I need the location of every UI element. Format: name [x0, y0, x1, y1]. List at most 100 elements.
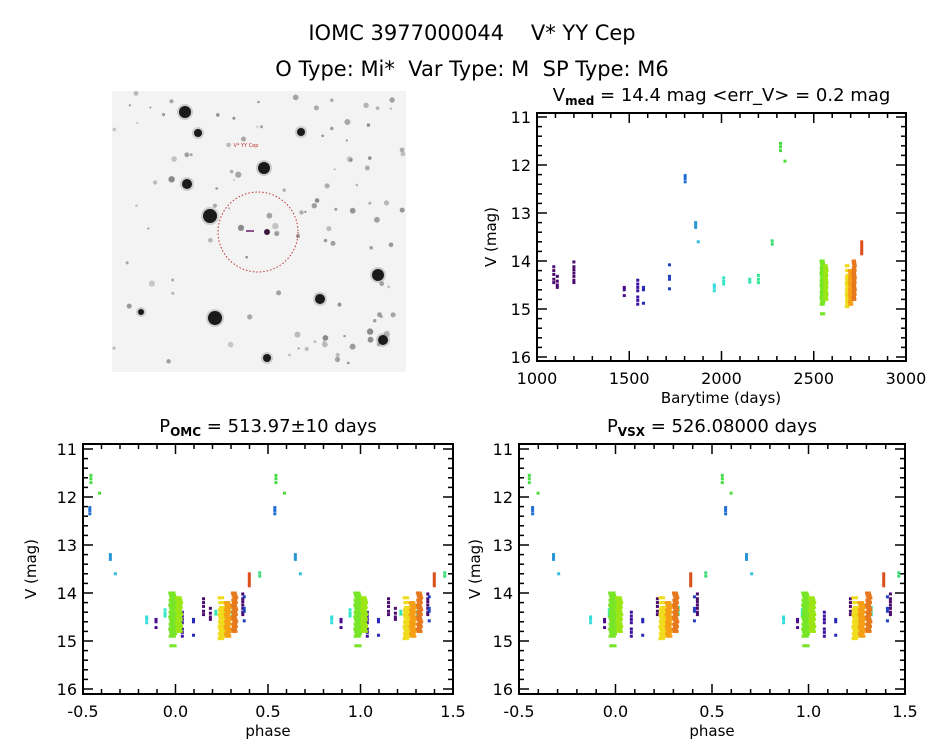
data-point: [170, 591, 174, 595]
data-point: [572, 271, 576, 275]
data-point: [572, 281, 576, 285]
data-point: [364, 622, 368, 626]
data-point: [885, 619, 889, 623]
star: [215, 187, 219, 190]
data-point: [666, 608, 670, 612]
data-point: [846, 305, 850, 309]
star: [366, 123, 371, 127]
data-point: [358, 617, 362, 621]
data-point: [859, 629, 863, 633]
data-point: [667, 615, 671, 619]
star: [166, 359, 171, 364]
data-point: [801, 627, 805, 631]
data-point: [669, 622, 673, 626]
data-point: [615, 615, 619, 619]
data-point: [170, 610, 174, 614]
data-point: [629, 621, 633, 625]
star: [313, 105, 319, 111]
data-point: [613, 629, 617, 633]
data-point: [888, 613, 892, 617]
data-point: [409, 634, 413, 638]
data-point: [418, 603, 422, 607]
data-point: [179, 622, 183, 626]
data-point: [214, 609, 218, 613]
data-point: [531, 506, 535, 510]
data-point: [853, 632, 857, 636]
star: [229, 169, 234, 174]
data-point: [235, 608, 239, 612]
data-point: [675, 610, 679, 614]
data-point: [339, 626, 343, 630]
data-point: [852, 615, 856, 619]
data-point: [667, 610, 671, 614]
data-point: [822, 617, 826, 621]
data-point: [854, 622, 858, 626]
x-tick-label: 0.0: [163, 702, 188, 721]
data-point: [796, 626, 800, 630]
data-point: [636, 295, 640, 299]
data-point: [180, 601, 184, 605]
data-point: [667, 605, 671, 609]
data-point: [572, 265, 576, 269]
data-point: [348, 608, 352, 612]
data-point: [365, 634, 369, 638]
data-point: [805, 627, 809, 631]
data-point: [402, 620, 406, 624]
data-point: [173, 617, 177, 621]
data-point: [220, 605, 224, 609]
data-point: [882, 574, 886, 578]
data-point: [888, 606, 892, 610]
data-point: [822, 627, 826, 631]
data-point: [402, 596, 406, 600]
data-point: [622, 294, 626, 298]
data-point: [409, 622, 413, 626]
data-point: [363, 613, 367, 617]
data-point: [660, 615, 664, 619]
data-point: [228, 610, 232, 614]
data-point: [179, 603, 183, 607]
star: [208, 311, 222, 325]
data-point: [220, 627, 224, 631]
data-point: [426, 600, 430, 604]
data-point: [802, 601, 806, 605]
data-point: [629, 614, 633, 618]
data-point: [675, 598, 679, 602]
data-point: [234, 622, 238, 626]
data-point: [241, 603, 245, 607]
data-point: [171, 605, 175, 609]
data-point: [668, 608, 672, 612]
data-point: [808, 622, 812, 626]
data-point: [169, 596, 173, 600]
data-point: [858, 610, 862, 614]
data-point: [223, 601, 227, 605]
data-point: [98, 491, 102, 495]
data-point: [665, 615, 669, 619]
data-point: [608, 617, 612, 621]
data-point: [869, 608, 873, 612]
data-point: [618, 625, 622, 629]
data-point: [808, 608, 812, 612]
data-point: [227, 613, 231, 617]
data-point: [405, 627, 409, 631]
data-point: [612, 627, 616, 631]
data-point: [660, 632, 664, 636]
data-point: [724, 508, 728, 512]
star: [373, 319, 377, 323]
y-axis-label: V (mag): [466, 539, 484, 599]
data-point: [857, 632, 861, 636]
data-point: [674, 615, 678, 619]
data-point: [834, 617, 838, 621]
data-point: [555, 283, 559, 287]
data-point: [824, 283, 828, 287]
data-point: [273, 512, 277, 516]
data-point: [666, 625, 670, 629]
data-point: [226, 627, 230, 631]
data-point: [669, 610, 673, 614]
y-axis-label: V (mag): [22, 539, 40, 599]
data-point: [427, 595, 431, 599]
x-tick-label: 0.5: [255, 702, 280, 721]
data-point: [669, 634, 673, 638]
data-point: [218, 601, 222, 605]
data-point: [824, 288, 828, 292]
data-point: [176, 596, 180, 600]
